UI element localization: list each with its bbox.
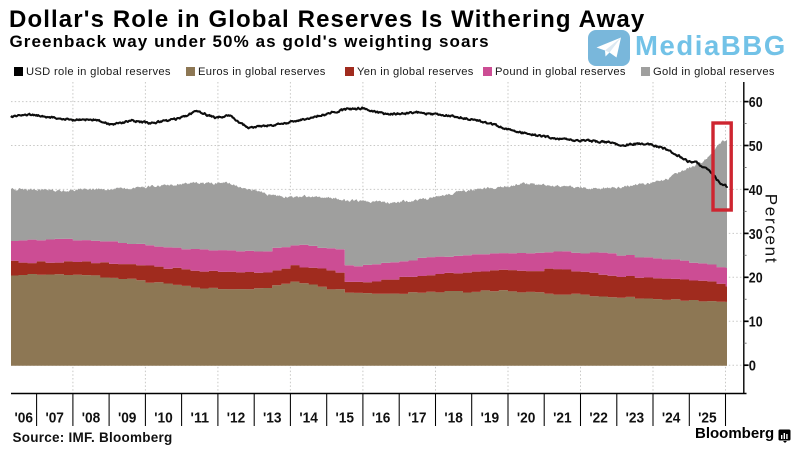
svg-text:10: 10	[749, 314, 763, 331]
svg-text:'20: '20	[517, 409, 536, 426]
svg-text:60: 60	[749, 94, 763, 111]
svg-text:'14: '14	[299, 409, 318, 426]
svg-text:'18: '18	[444, 409, 463, 426]
svg-text:'19: '19	[481, 409, 500, 426]
svg-text:'09: '09	[118, 409, 137, 426]
svg-text:Percent: Percent	[762, 194, 781, 265]
svg-text:'08: '08	[82, 409, 101, 426]
svg-text:'07: '07	[45, 409, 64, 426]
svg-text:30: 30	[749, 226, 763, 243]
svg-text:20: 20	[749, 270, 763, 287]
svg-text:'06: '06	[15, 409, 34, 426]
svg-text:'21: '21	[553, 409, 572, 426]
svg-text:'16: '16	[372, 409, 391, 426]
svg-text:40: 40	[749, 182, 763, 199]
svg-text:'12: '12	[227, 409, 246, 426]
svg-text:'15: '15	[336, 409, 355, 426]
svg-text:'10: '10	[154, 409, 173, 426]
svg-text:0: 0	[749, 358, 756, 375]
svg-text:'24: '24	[662, 409, 681, 426]
svg-text:'22: '22	[589, 409, 608, 426]
svg-text:'17: '17	[408, 409, 427, 426]
svg-text:'11: '11	[191, 409, 210, 426]
svg-text:50: 50	[749, 138, 763, 155]
svg-text:'13: '13	[263, 409, 282, 426]
svg-text:'23: '23	[626, 409, 645, 426]
svg-text:'25: '25	[698, 409, 717, 426]
